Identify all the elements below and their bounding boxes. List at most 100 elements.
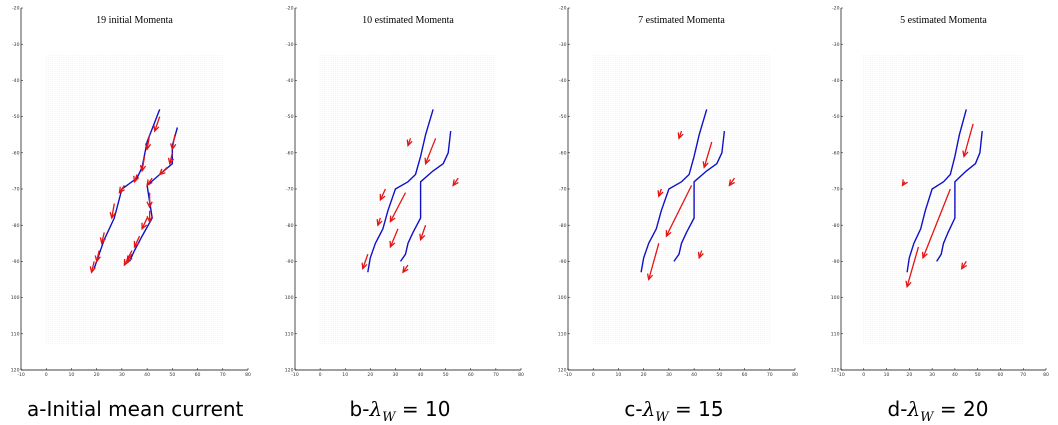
momentum-arrow: [170, 134, 177, 151]
current-curve: [673, 131, 726, 262]
momentum-arrow: [376, 217, 383, 227]
current-curve: [399, 131, 452, 262]
x-tick-label: 0: [45, 372, 48, 378]
x-tick-label: 70: [220, 372, 226, 378]
momentum-arrow: [361, 253, 369, 271]
current-curve: [640, 109, 708, 273]
x-tick-label: 70: [1020, 372, 1026, 378]
momentum-arrow: [905, 246, 920, 289]
y-tick-label: -40: [832, 78, 840, 84]
momentum-arrow: [962, 123, 974, 158]
momentum-arrow: [702, 141, 713, 169]
x-tick-label: -10: [837, 372, 845, 378]
y-tick-label: 100: [558, 295, 567, 301]
x-tick-label: 40: [144, 372, 150, 378]
y-tick-label: 110: [558, 331, 567, 337]
momentum-arrow: [146, 177, 153, 187]
chart-title: 5 estimated Momenta: [900, 15, 987, 26]
grid-region: [593, 55, 770, 345]
grid-region: [46, 55, 223, 345]
current-curve: [936, 131, 983, 262]
x-tick-label: -10: [291, 372, 299, 378]
caption-b: b-λW = 10: [349, 397, 451, 425]
x-tick-label: 80: [518, 372, 524, 378]
x-tick-label: 60: [998, 372, 1004, 378]
momentum-arrow: [144, 134, 152, 151]
y-tick-label: 110: [831, 331, 840, 337]
figure-panels: -10 0 10 20 30 40 50 60 70 80 -20 -30 -40 -50 -60 -70 -8…: [11, 6, 1049, 378]
momentum-arrow: [379, 188, 386, 202]
caption-c: c-λW = 15: [624, 397, 724, 425]
momentum-arrow: [133, 235, 141, 249]
x-tick-label: 10: [884, 372, 890, 378]
y-tick-label: -20: [559, 6, 567, 12]
y-tick-label: 100: [285, 295, 294, 301]
y-tick-label: -50: [559, 114, 567, 120]
momentum-arrow: [139, 156, 147, 173]
y-tick-label: 120: [558, 368, 567, 374]
chart-title: 10 estimated Momenta: [362, 15, 454, 26]
momentum-arrow: [118, 185, 125, 194]
momentum-arrow: [94, 250, 101, 263]
grid-region: [319, 55, 495, 345]
y-tick-label: 100: [11, 295, 20, 301]
momentum-arrow: [697, 250, 704, 260]
x-tick-label: 0: [319, 372, 322, 378]
momentum-arrow: [452, 177, 459, 187]
momentum-arrow: [389, 192, 407, 223]
y-tick-label: 110: [11, 331, 20, 337]
y-tick-label: -60: [286, 150, 294, 156]
momentum-arrow: [728, 177, 736, 187]
x-tick-label: 50: [716, 372, 722, 378]
x-tick-label: 40: [952, 372, 958, 378]
momentum-arrow: [406, 138, 413, 148]
x-tick-label: 20: [641, 372, 647, 378]
y-tick-label: -40: [286, 78, 294, 84]
momentum-arrow: [141, 217, 148, 231]
x-tick-label: 20: [94, 372, 100, 378]
momentum-arrow: [665, 185, 693, 238]
y-tick-label: -90: [559, 259, 567, 265]
current-curve: [906, 109, 967, 273]
x-tick-label: 50: [169, 372, 175, 378]
y-tick-label: -40: [12, 78, 20, 84]
y-tick-label: -30: [12, 42, 20, 48]
panel-2: -10 0 10 20 30 40 50 60 70 80 -20 -30 -40 -50 -60 -70 -8…: [285, 6, 524, 378]
caption-d: d-λW = 20: [887, 397, 989, 425]
x-tick-label: 70: [493, 372, 499, 378]
y-tick-label: 120: [11, 368, 20, 374]
x-tick-label: 40: [691, 372, 697, 378]
y-tick-label: -30: [832, 42, 840, 48]
y-tick-label: 120: [831, 368, 840, 374]
x-tick-label: 10: [616, 372, 622, 378]
x-tick-label: 40: [418, 372, 424, 378]
y-tick-label: -70: [832, 187, 840, 193]
x-tick-label: 60: [742, 372, 748, 378]
x-tick-label: 10: [342, 372, 348, 378]
y-tick-label: -30: [286, 42, 294, 48]
y-tick-label: -60: [832, 150, 840, 156]
momentum-arrow: [677, 130, 684, 140]
chart-title: 19 initial Momenta: [96, 15, 173, 26]
y-tick-label: -90: [12, 259, 20, 265]
momentum-arrow: [402, 264, 409, 274]
momentum-arrow: [109, 203, 116, 220]
y-tick-label: 100: [831, 295, 840, 301]
y-tick-label: -80: [12, 223, 20, 229]
y-tick-label: 120: [285, 368, 294, 374]
momentum-arrow: [424, 138, 437, 166]
momentum-arrow: [123, 250, 133, 267]
panel-4: -10 0 10 20 30 40 50 60 70 80 -20 -30 -40 -50 -60 -70 -8…: [831, 6, 1049, 378]
momentum-arrow: [921, 188, 951, 260]
y-tick-label: -80: [832, 223, 840, 229]
x-tick-label: -10: [564, 372, 572, 378]
x-tick-label: 10: [69, 372, 75, 378]
momentum-arrow: [960, 261, 968, 270]
y-tick-label: -70: [286, 187, 294, 193]
y-tick-label: 110: [285, 331, 294, 337]
x-tick-label: 80: [245, 372, 251, 378]
x-tick-label: 0: [862, 372, 865, 378]
momentum-arrow: [901, 179, 908, 187]
momentum-arrow: [153, 116, 161, 133]
y-tick-label: -80: [286, 223, 294, 229]
